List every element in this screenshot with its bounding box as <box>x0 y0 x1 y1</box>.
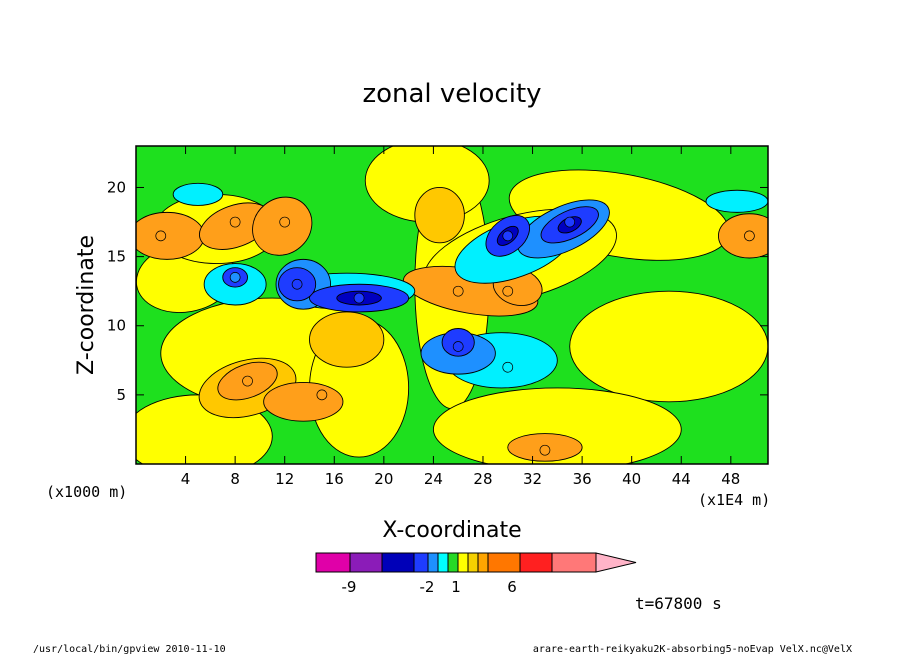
colorbar-label: -2 <box>420 578 435 596</box>
chart-title: zonal velocity <box>362 79 541 109</box>
colorbar-label: -9 <box>342 578 357 596</box>
colorbar-swatch <box>447 552 459 573</box>
contour-core <box>539 444 551 456</box>
colorbar-swatch <box>413 552 429 573</box>
colorbar-swatch <box>457 552 469 573</box>
colorbar-label: 1 <box>451 578 461 596</box>
colorbar-swatch <box>595 552 637 573</box>
x-tick-label: 28 <box>473 470 492 488</box>
colorbar-swatch <box>467 552 479 573</box>
contour-core <box>291 278 303 290</box>
contour-region <box>172 182 224 206</box>
colorbar-swatch <box>487 552 521 573</box>
colorbar-labels: -9 -2 1 6 <box>342 578 517 596</box>
contour-core <box>229 216 241 228</box>
contour-core <box>502 361 514 373</box>
colorbar-swatch <box>381 552 415 573</box>
y-tick-label: 20 <box>107 178 126 196</box>
contour-region <box>263 381 344 422</box>
footer-left: /usr/local/bin/gpview 2010-11-10 <box>33 644 226 654</box>
colorbar-swatch <box>427 552 439 573</box>
colorbar-swatch <box>551 552 597 573</box>
contour-core <box>242 375 253 387</box>
x-tick-label: 44 <box>672 470 691 488</box>
colorbar-swatch <box>315 552 351 573</box>
colorbar-label: 6 <box>507 578 517 596</box>
plot-area <box>136 146 768 464</box>
contour-region <box>717 213 768 259</box>
contour-region <box>136 211 205 260</box>
contour-core <box>564 216 576 228</box>
y-axis-label: Z-coordinate <box>74 235 99 375</box>
x-tick-label: 24 <box>424 470 443 488</box>
y-tick-label: 5 <box>116 386 126 404</box>
contour-core <box>316 389 328 401</box>
contour-region <box>414 187 465 244</box>
time-label: t=67800 s <box>635 594 722 613</box>
x-tick-label: 32 <box>523 470 542 488</box>
contour-region <box>309 311 385 368</box>
contour-core <box>502 285 514 297</box>
x-tick-label: 16 <box>325 470 344 488</box>
contour-core <box>502 230 514 242</box>
footer-right: arare-earth-reikyaku2K-absorbing5-noEvap… <box>533 644 852 654</box>
contour-core <box>155 230 167 242</box>
x-axis-label: X-coordinate <box>382 518 521 543</box>
colorbar-swatch <box>519 552 553 573</box>
contour-core <box>452 341 464 352</box>
contour-core <box>452 285 464 297</box>
contour-core <box>744 230 755 242</box>
x-tick-label: 36 <box>573 470 592 488</box>
x-tick-label: 20 <box>374 470 393 488</box>
y-tick-label: 10 <box>107 317 126 335</box>
colorbar-swatch <box>349 552 383 573</box>
y-tick-label: 15 <box>107 248 126 266</box>
y-axis-ticks: 5 10 15 20 <box>107 178 768 404</box>
contour-core <box>229 271 241 283</box>
contour-core <box>279 216 291 228</box>
colorbar-swatch <box>477 552 489 573</box>
x-tick-label: 8 <box>230 470 240 488</box>
contour-core <box>353 292 365 304</box>
x-axis-ticks: 4 8 12 16 20 24 28 32 36 40 44 48 <box>181 146 740 488</box>
plot-frame <box>135 145 769 465</box>
colorbar <box>315 552 637 573</box>
x-tick-label: 40 <box>622 470 641 488</box>
contour-field <box>136 146 768 464</box>
contour-region <box>432 387 682 464</box>
x-tick-label: 48 <box>721 470 740 488</box>
x-tick-label: 12 <box>275 470 294 488</box>
contour-region <box>705 189 768 213</box>
x-units-label: (x1E4 m) <box>698 491 770 509</box>
y-units-label: (x1000 m) <box>46 483 127 501</box>
contour-region <box>569 290 768 403</box>
colorbar-swatch <box>437 552 449 573</box>
x-tick-label: 4 <box>181 470 191 488</box>
